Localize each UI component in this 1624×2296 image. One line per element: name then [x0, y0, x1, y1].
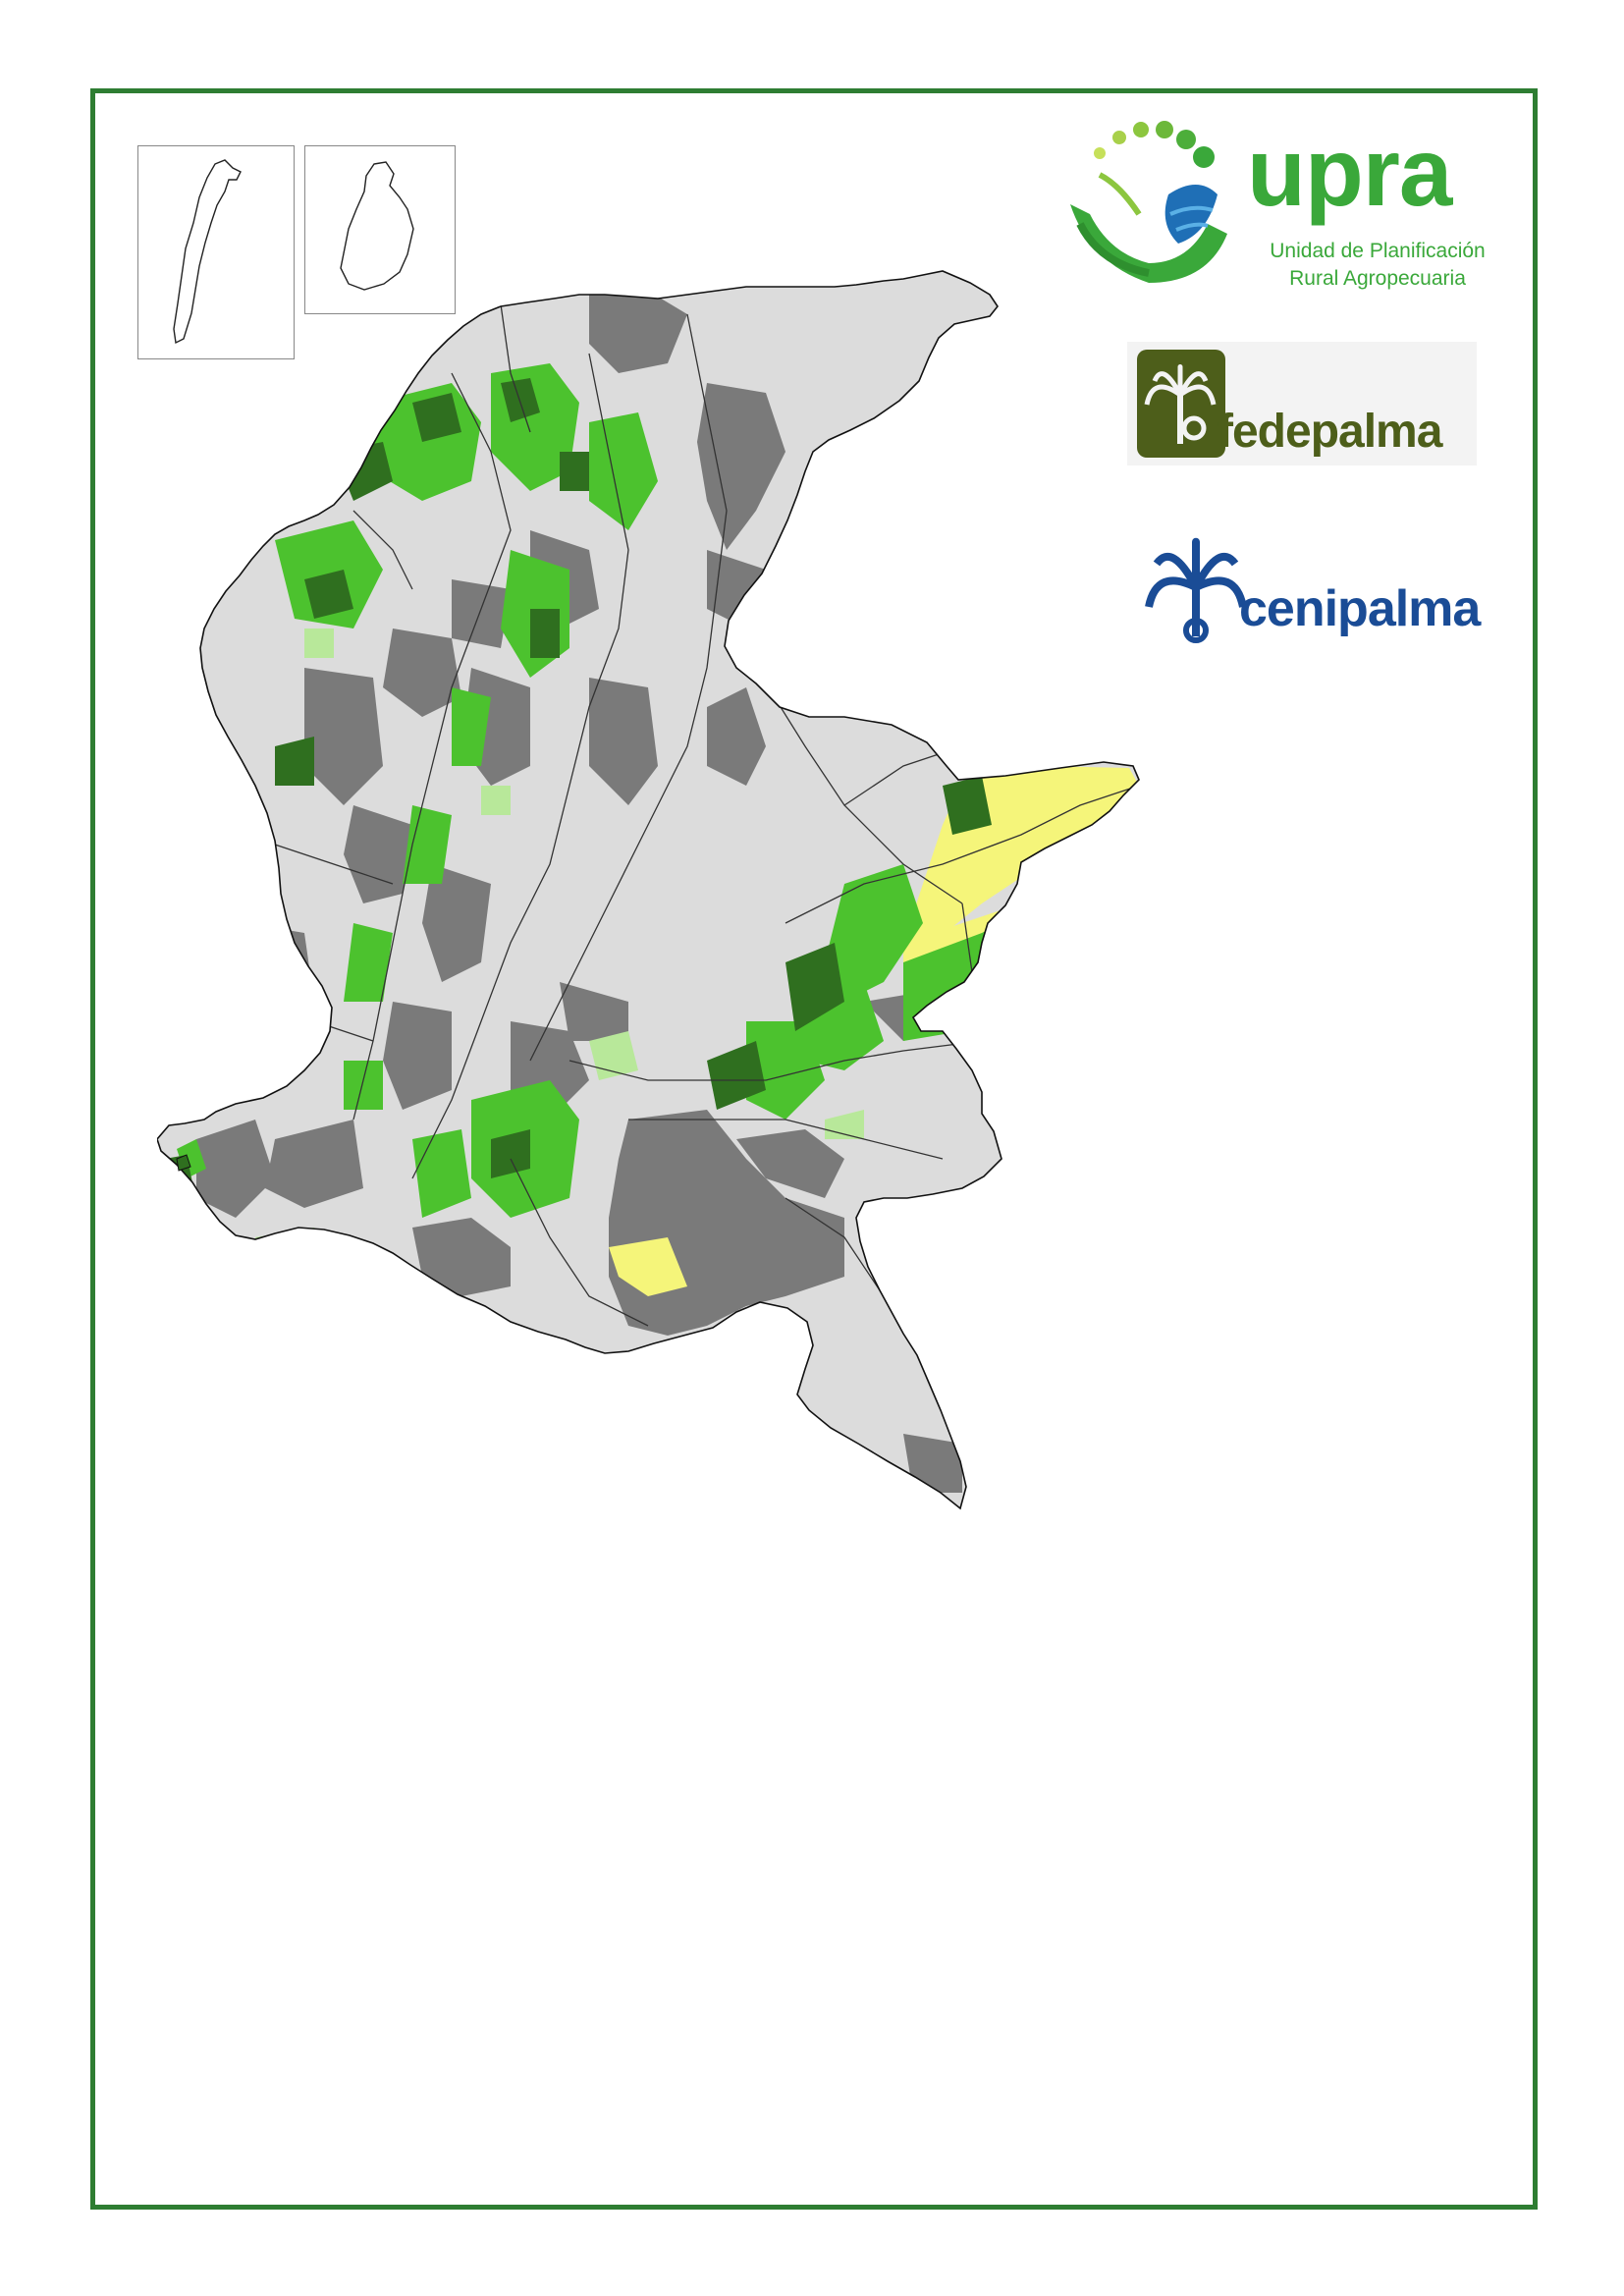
fedepalma-palm-icon [1137, 350, 1225, 458]
pacific-islet [176, 1154, 191, 1172]
colombia-palm-aptitude-map [157, 270, 1140, 1509]
fedepalma-wordmark: fedepalma [1218, 406, 1442, 458]
map-frame [90, 88, 1538, 2210]
providencia-outline [340, 161, 414, 291]
upra-subtitle-line2: Rural Agropecuaria [1289, 267, 1466, 291]
upra-logo: upra Unidad de Planificación Rural Agrop… [1060, 116, 1512, 302]
fedepalma-logo: fedepalma [1127, 342, 1477, 465]
inset-providencia [304, 145, 456, 314]
san-andres-outline [173, 159, 242, 345]
cenipalma-palm-icon [1145, 537, 1247, 643]
department-boundaries [254, 303, 1139, 1327]
upra-hand-icon [1070, 121, 1227, 283]
upra-subtitle: Unidad de Planificación Rural Agropecuar… [1245, 238, 1510, 294]
inset-san-andres [137, 145, 295, 359]
cenipalma-wordmark: cenipalma [1239, 580, 1481, 637]
cenipalma-logo: cenipalma [1143, 528, 1485, 654]
upra-subtitle-line1: Unidad de Planificación [1270, 240, 1486, 262]
upra-wordmark: upra [1247, 118, 1452, 226]
